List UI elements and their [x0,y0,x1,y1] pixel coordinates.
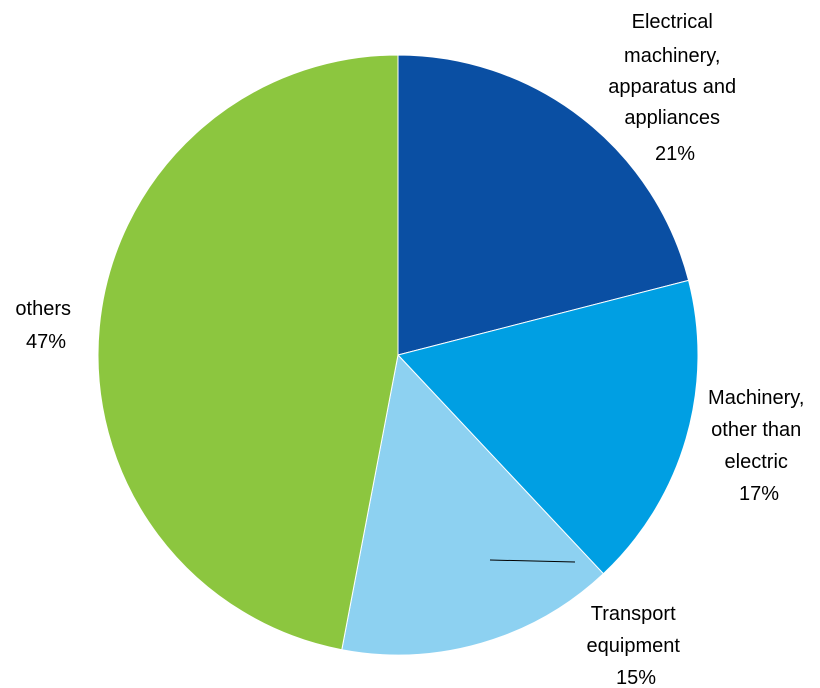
slice-others [97,54,399,651]
slice-label-transport-equipment: Transport equipment 15% [587,603,686,688]
slice-label-electrical-machinery: Electrical machinery, apparatus and appl… [608,11,741,165]
leader-line-transport [489,559,576,563]
pie-slices [97,54,699,656]
slice-label-others: others 47% [15,298,76,353]
slice-machinery-other [397,279,699,575]
slice-transport-equipment [341,353,605,656]
slice-label-machinery-other: Machinery, other than electric 17% [708,387,810,505]
slice-electrical-machinery [397,54,690,356]
